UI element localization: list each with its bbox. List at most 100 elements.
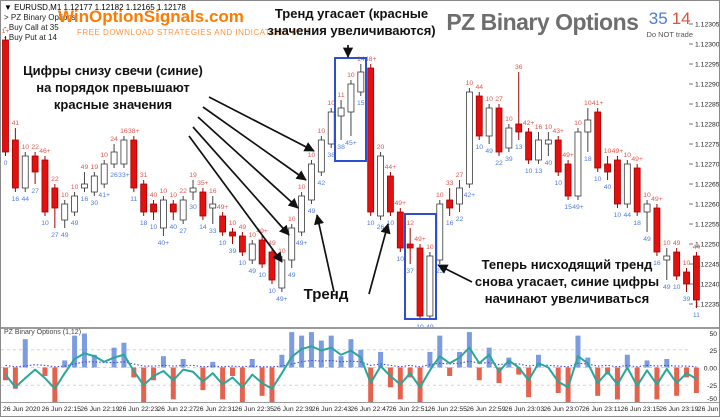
svg-text:10: 10 <box>584 100 592 107</box>
svg-text:13: 13 <box>535 168 543 175</box>
svg-text:41: 41 <box>12 120 20 127</box>
svg-text:16: 16 <box>653 260 661 267</box>
svg-text:27: 27 <box>31 188 39 195</box>
annotation-downtrend-fading: Теперь нисходящий тренд снова угасает, с… <box>474 257 660 306</box>
svg-text:10: 10 <box>545 124 553 131</box>
svg-text:10: 10 <box>426 244 434 251</box>
time-axis-label: 26 Jun 22:35 <box>234 406 274 413</box>
svg-text:49+: 49+ <box>631 156 643 163</box>
svg-text:1.12285: 1.12285 <box>695 101 720 108</box>
svg-text:16: 16 <box>535 124 543 131</box>
time-axis-label: 26 Jun 23:23 <box>697 406 719 413</box>
svg-text:40: 40 <box>170 224 178 231</box>
svg-text:10: 10 <box>298 184 306 191</box>
price-chart-canvas[interactable]: 1.12305 1.12300 1.12295 1.12290 1.12285 1.122… <box>1 1 720 331</box>
svg-text:45+: 45+ <box>345 140 357 147</box>
svg-text:18: 18 <box>584 156 592 163</box>
svg-text:10: 10 <box>525 168 533 175</box>
svg-text:49+: 49+ <box>651 196 663 203</box>
svg-text:1.12275: 1.12275 <box>695 141 720 148</box>
svg-text:10: 10 <box>505 116 513 123</box>
svg-text:10: 10 <box>100 152 108 159</box>
svg-text:1.12235: 1.12235 <box>695 301 720 308</box>
time-axis-label: 26 Jun 22:51 <box>389 406 429 413</box>
svg-text:49: 49 <box>71 220 79 227</box>
svg-text:49+: 49+ <box>276 296 288 303</box>
svg-text:49+: 49+ <box>217 204 229 211</box>
svg-text:30: 30 <box>91 200 99 207</box>
svg-text:39: 39 <box>505 156 513 163</box>
svg-text:27: 27 <box>179 228 187 235</box>
svg-text:10: 10 <box>397 256 405 263</box>
svg-text:1.12245: 1.12245 <box>695 261 720 268</box>
svg-text:49: 49 <box>81 164 89 171</box>
time-axis-label: 26 Jun 22:15 <box>41 406 81 413</box>
svg-text:38: 38 <box>337 144 345 151</box>
svg-text:49: 49 <box>248 268 256 275</box>
svg-text:10: 10 <box>278 248 286 255</box>
svg-text:1.12305: 1.12305 <box>695 21 720 28</box>
svg-text:1.12260: 1.12260 <box>695 201 720 208</box>
svg-text:16: 16 <box>446 220 454 227</box>
svg-text:43+: 43+ <box>552 128 564 135</box>
svg-text:23: 23 <box>436 268 444 275</box>
svg-text:16: 16 <box>12 196 20 203</box>
svg-text:10: 10 <box>466 80 474 87</box>
annotation-trend: Тренд <box>303 286 349 303</box>
time-axis-label: 26 Jun 22:39 <box>273 406 313 413</box>
svg-text:10: 10 <box>485 96 493 103</box>
svg-text:10: 10 <box>21 144 29 151</box>
svg-text:49+: 49+ <box>612 148 624 155</box>
time-axis-label: 26 Jun 22:43 <box>311 406 352 413</box>
time-axis[interactable]: 26 Jun 2020 26 Jun 22:15 26 Jun 22:19 26 Ju… <box>1 402 719 416</box>
svg-text:35+: 35+ <box>197 180 209 187</box>
svg-text:10: 10 <box>387 220 395 227</box>
indicator-subwindow[interactable]: 50 25 0.00 -25 -50 <box>1 327 719 403</box>
svg-text:15: 15 <box>564 204 572 211</box>
svg-text:1.12290: 1.12290 <box>695 81 720 88</box>
trade-status-note: Do NOT trade <box>646 30 693 39</box>
svg-text:10: 10 <box>229 220 237 227</box>
time-axis-label: 26 Jun 22:31 <box>196 406 236 413</box>
svg-text:49: 49 <box>268 240 276 247</box>
svg-text:1.12255: 1.12255 <box>695 221 720 228</box>
svg-text:10: 10 <box>71 184 79 191</box>
svg-text:41+: 41+ <box>592 100 604 107</box>
svg-text:10: 10 <box>604 148 612 155</box>
svg-text:10: 10 <box>318 128 326 135</box>
svg-text:49+: 49+ <box>395 200 407 207</box>
svg-text:22: 22 <box>51 176 59 183</box>
svg-text:12: 12 <box>406 220 414 227</box>
indicator-title: PZ Binary Options <box>446 9 639 35</box>
svg-text:10: 10 <box>150 224 158 231</box>
time-axis-label: 26 Jun 22:47 <box>350 406 390 413</box>
svg-text:10: 10 <box>624 152 632 159</box>
svg-text:40: 40 <box>545 160 553 167</box>
svg-text:14: 14 <box>199 224 207 231</box>
annotation-trend-fading: Тренд угасает (красные значения увеличив… <box>267 6 436 38</box>
svg-text:49: 49 <box>288 272 296 279</box>
svg-text:27: 27 <box>51 232 59 239</box>
svg-text:49+: 49+ <box>414 236 426 243</box>
svg-text:10: 10 <box>258 272 266 279</box>
svg-text:37: 37 <box>406 268 414 275</box>
svg-text:42+: 42+ <box>464 192 476 199</box>
svg-text:39: 39 <box>683 296 691 303</box>
watermark-tagline: FREE DOWNLOAD STRATEGIES AND INDICATORS … <box>77 28 310 37</box>
time-axis-label: 26 Jun 23:07 <box>543 406 583 413</box>
quote-panel: ▼ EURUSD,M1 1.12177 1.12182 1.12165 1.12… <box>4 3 186 43</box>
svg-text:44: 44 <box>21 196 29 203</box>
time-axis-label: 26 Jun 23:11 <box>582 406 621 413</box>
svg-text:1.12300: 1.12300 <box>695 41 720 48</box>
svg-text:16: 16 <box>120 128 128 135</box>
indicator-list-item[interactable]: > PZ Binary Options <box>4 13 76 22</box>
svg-text:42+: 42+ <box>523 120 535 127</box>
collapse-arrow-icon[interactable]: ▼ <box>4 3 12 12</box>
svg-text:10: 10 <box>663 240 671 247</box>
symbol-ohlc-line: EURUSD,M1 1.12177 1.12182 1.12165 1.1217… <box>14 3 186 12</box>
time-axis-label: 26 Jun 23:15 <box>620 406 660 413</box>
svg-text:30: 30 <box>189 204 197 211</box>
time-axis-label: 26 Jun 22:55 <box>427 406 467 413</box>
svg-text:10: 10 <box>683 260 691 267</box>
svg-text:31: 31 <box>140 172 148 179</box>
